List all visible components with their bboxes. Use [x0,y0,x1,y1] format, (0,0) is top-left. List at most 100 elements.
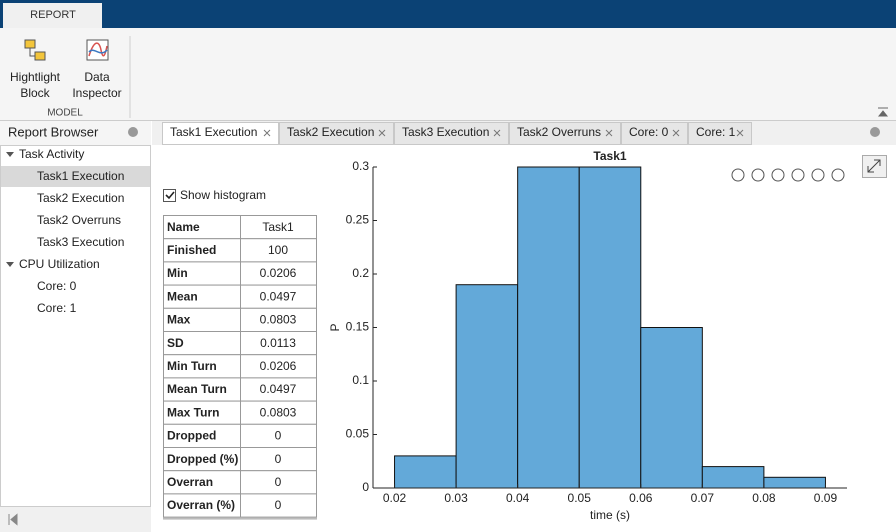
tab[interactable] [621,122,688,145]
row-label: Max [167,313,191,327]
bar [455,284,519,489]
button-label[interactable]: Data [84,70,110,84]
tab-label[interactable]: Task1 Execution [170,125,257,139]
button-label[interactable]: Inspector [72,86,121,100]
x-tick-label: 0.03 [444,491,468,505]
row-value: 0 [275,475,282,489]
axes-tool[interactable] [811,168,825,182]
axes-tool[interactable] [751,168,765,182]
status-icon [8,513,18,526]
tab-label[interactable]: Core: 1 [696,125,736,139]
tree-item[interactable]: Core: 0 [37,279,77,293]
expand-icon [867,159,881,173]
expand-arrow[interactable] [6,152,14,157]
browser-header [0,121,151,145]
tab-label[interactable]: Core: 0 [629,125,669,139]
browser-menu[interactable] [128,127,138,137]
collapse-icon[interactable] [877,107,889,117]
bar [578,166,642,489]
tab-label[interactable]: Task2 Overruns [517,125,601,139]
row-value: 0.0113 [260,336,296,350]
row-value: 0.0803 [260,405,297,419]
tab[interactable] [509,122,621,145]
tree-item[interactable]: Core: 1 [37,301,77,315]
tab[interactable] [279,122,394,145]
chart-title: Task1 [593,149,626,163]
tree-node[interactable]: Task Activity [19,147,84,161]
bar [394,455,457,489]
row-value: 0 [275,429,282,443]
expand-button[interactable] [862,155,887,178]
row-label: Mean Turn [167,382,227,396]
row-value: Task1 [262,220,294,234]
x-tick-label: 0.02 [383,491,407,505]
y-axis-label: P [328,323,342,331]
row-label: Dropped (%) [167,452,238,466]
row-value: 0.0206 [260,359,297,373]
table-shadow [163,517,317,520]
tree-item[interactable]: Task2 Overruns [37,213,121,227]
data-inspector-icon [86,39,109,61]
button-label[interactable]: Hightlight [10,70,61,84]
row-label: Overran (%) [167,498,235,512]
row-value: 0 [275,498,282,512]
tab[interactable] [688,122,752,145]
ribbon-tab[interactable] [3,3,102,28]
close-icon[interactable] [378,129,386,137]
row-label: Name [167,220,200,234]
row-label: Min [167,266,188,280]
row-label: Mean [167,289,198,303]
row-label: Min Turn [167,359,217,373]
checkbox[interactable] [163,189,176,202]
button-label[interactable]: Block [20,86,50,100]
section-label: MODEL [47,108,83,119]
browser-panel [0,145,151,507]
check-mark [165,191,175,200]
bar [701,466,765,489]
tab[interactable] [162,122,279,145]
title-bar [0,0,896,28]
close-icon[interactable] [263,129,271,137]
bar [640,327,703,489]
expand-arrow[interactable] [6,262,14,267]
close-icon[interactable] [493,129,501,137]
status-bar [0,507,151,532]
toolstrip [0,28,896,120]
row-label: Finished [167,243,216,257]
y-tick-label: 0.2 [352,266,369,280]
y-tick-label: 0.05 [346,427,370,441]
axes-tool[interactable] [831,168,845,182]
x-tick-label: 0.06 [629,491,653,505]
cell [240,493,317,518]
row-label: Max Turn [167,405,219,419]
axes-tool[interactable] [771,168,785,182]
highlight-icon [24,39,46,61]
axes-tool[interactable] [791,168,805,182]
tab-label[interactable]: Task2 Execution [287,125,374,139]
axes-tool[interactable] [731,168,745,182]
tree-item[interactable]: Task1 Execution [37,169,124,183]
tree-node[interactable]: CPU Utilization [19,257,100,271]
row-label: SD [167,336,184,350]
tab-label[interactable]: Task3 Execution [402,125,489,139]
close-icon[interactable] [605,129,613,137]
x-tick-label: 0.09 [814,491,838,505]
x-axis-label: time (s) [590,508,630,522]
y-tick-label: 0.3 [352,159,369,173]
y-tick-label: 0.25 [346,213,370,227]
tree-item[interactable]: Task3 Execution [37,235,124,249]
tree-item[interactable]: Task2 Execution [37,191,124,205]
close-icon[interactable] [672,129,680,137]
bar [517,166,580,489]
y-tick-label: 0.1 [352,373,369,387]
ribbon-tab-label: REPORT [30,9,76,21]
tab-menu[interactable] [870,127,880,137]
x-tick-label: 0.08 [752,491,776,505]
close-icon[interactable] [736,129,744,137]
tab[interactable] [394,122,509,145]
row-value: 100 [268,243,288,257]
x-tick-label: 0.04 [506,491,530,505]
row-value: 0.0803 [260,313,297,327]
checkbox-label[interactable]: Show histogram [180,188,266,202]
